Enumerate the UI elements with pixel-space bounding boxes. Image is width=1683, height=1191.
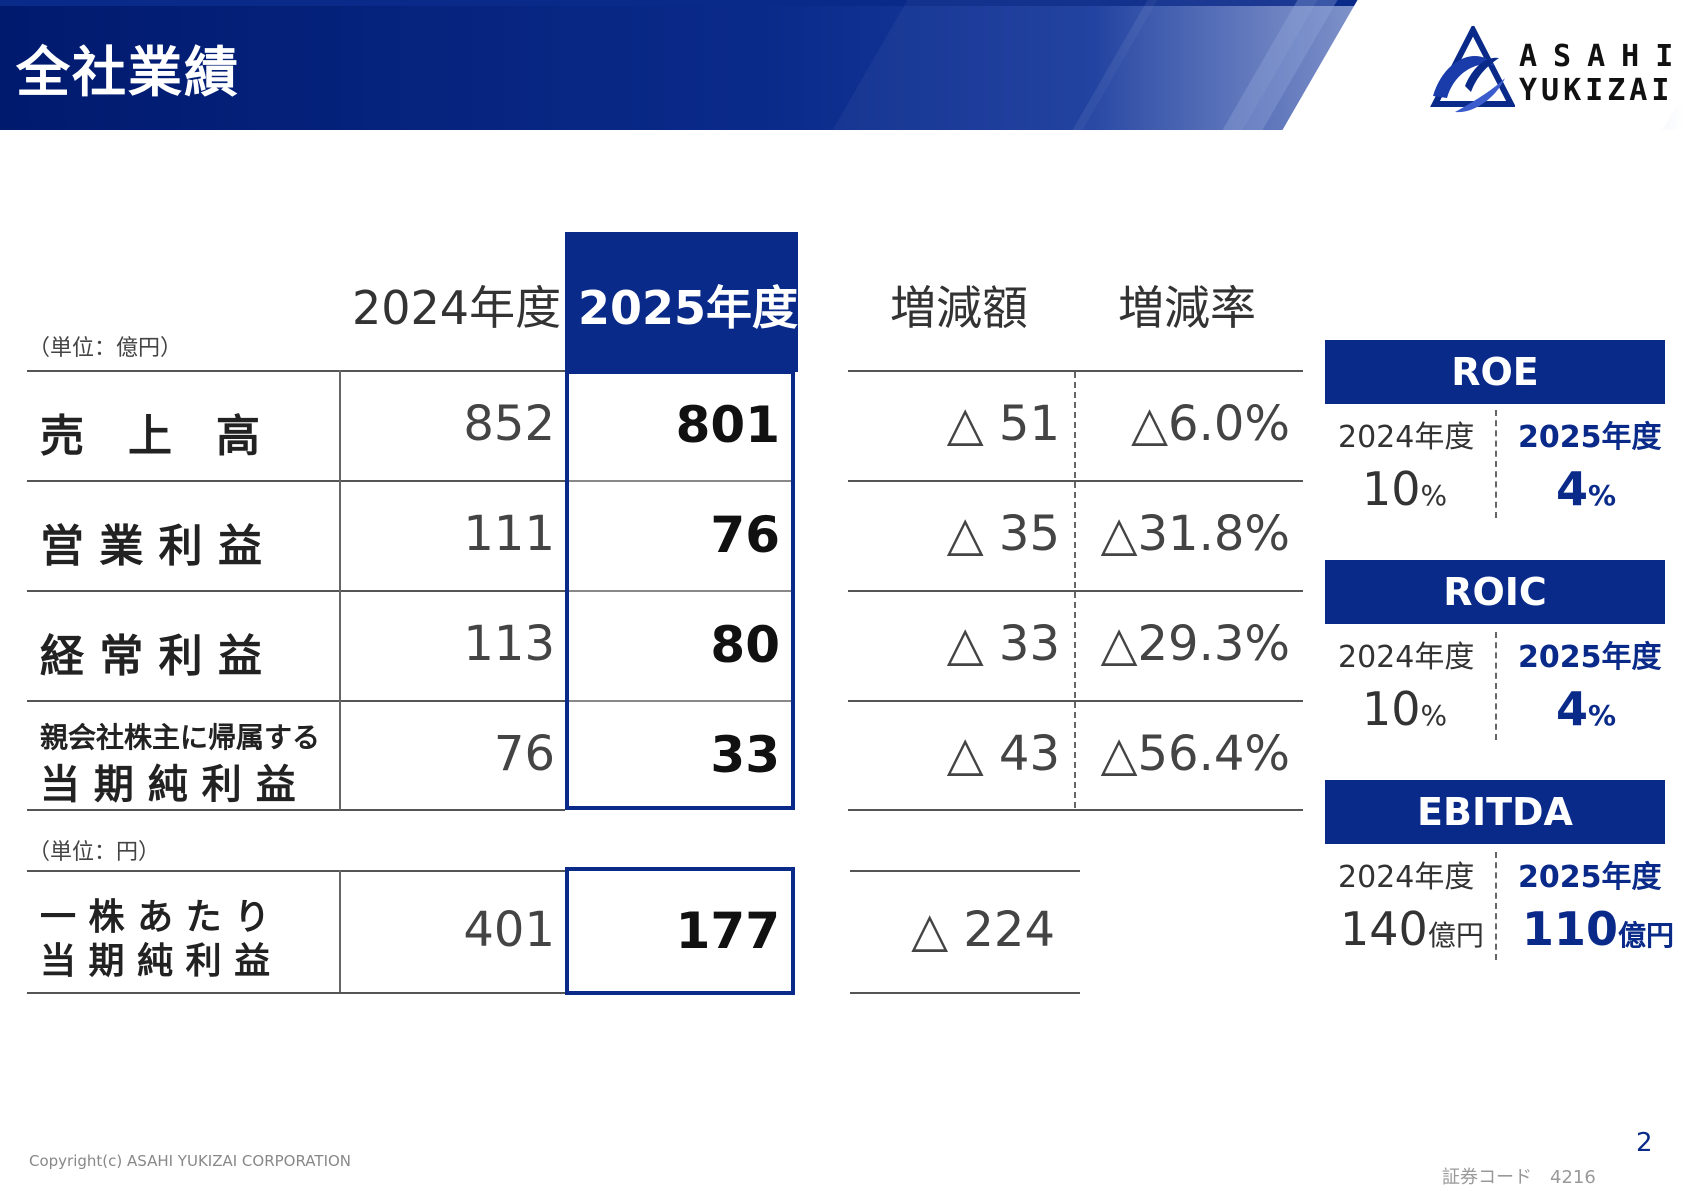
table-line (27, 870, 565, 872)
highlight-column-2025 (565, 370, 795, 810)
kpi-roic-prev-number: 10 (1362, 682, 1421, 736)
operating-income-diff: △ 35 (946, 506, 1060, 562)
kpi-roic-cur-year: 2025年度 (1518, 640, 1662, 675)
kpi-roic-divider (1495, 632, 1497, 740)
eps-diff: △ 224 (911, 902, 1055, 958)
net-income-diff: △ 43 (946, 726, 1060, 782)
net-income-rate: △56.4% (1100, 726, 1290, 782)
unit-label-top: （単位：億円） (28, 336, 183, 361)
row-label-ordinary-income: 経 常 利 益 (40, 631, 262, 682)
logo-text: ASAHI YUKIZAI (1519, 40, 1683, 108)
kpi-ebitda-cur-unit: 億円 (1618, 919, 1675, 952)
table-line (850, 992, 1080, 994)
kpi-ebitda-prev-year: 2024年度 (1338, 860, 1475, 895)
eps-label-line1: 一 株 あ た り (40, 897, 271, 938)
footer-copyright: Copyright(c) ASAHI YUKIZAI CORPORATION (29, 1152, 352, 1170)
table-divider (339, 370, 341, 810)
row-label-sales: 売 上 高 (40, 400, 330, 464)
header-top-line (0, 0, 1683, 6)
row-label-net-income-prefix: 親会社株主に帰属する (40, 721, 321, 754)
kpi-roic-prev-unit: % (1420, 699, 1448, 732)
page-title: 全社業績 (16, 41, 240, 104)
highlight-header-2025 (565, 232, 798, 372)
highlight-eps-2025 (565, 867, 795, 995)
eps-2025: 177 (675, 902, 780, 960)
logo-line1: ASAHI (1519, 39, 1683, 74)
table-line (848, 809, 1303, 811)
kpi-roe-cur-number: 4 (1556, 462, 1589, 516)
kpi-roic-prev-value: 10% (1362, 682, 1447, 736)
column-header-2024: 2024年度 (352, 281, 562, 335)
eps-label-line2: 当 期 純 利 益 (40, 941, 271, 982)
kpi-roe-cur-value: 4% (1556, 462, 1616, 516)
logo-mark-icon (1430, 23, 1516, 113)
row-label-operating-income: 営 業 利 益 (40, 521, 262, 572)
net-income-2024: 76 (493, 726, 555, 782)
kpi-roe-cur-unit: % (1588, 479, 1617, 512)
table-line (27, 480, 565, 482)
sales-2025: 801 (675, 396, 780, 454)
table-line (569, 480, 791, 482)
table-line (27, 700, 565, 702)
kpi-roe-cur-year: 2025年度 (1518, 420, 1662, 455)
table-line (27, 809, 565, 811)
footer-stock-code: 証券コード 4216 (1442, 1167, 1596, 1188)
column-header-2025: 2025年度 (578, 281, 799, 335)
net-income-2025: 33 (710, 726, 780, 784)
kpi-roe-prev-unit: % (1420, 479, 1448, 512)
sales-2024: 852 (463, 396, 555, 452)
kpi-roe-title: ROE (1325, 340, 1665, 404)
kpi-roic-cur-value: 4% (1556, 682, 1616, 736)
kpi-ebitda-prev-value: 140億円 (1340, 902, 1484, 956)
ordinary-income-diff: △ 33 (946, 616, 1060, 672)
kpi-roic-prev-year: 2024年度 (1338, 640, 1475, 675)
kpi-ebitda-prev-number: 140 (1340, 902, 1428, 956)
eps-2024: 401 (463, 902, 555, 958)
table-line (27, 370, 565, 372)
kpi-roe-prev-year: 2024年度 (1338, 420, 1475, 455)
header-bar: 全社業績 ASAHI YUKIZAI (0, 0, 1683, 130)
unit-label-bottom: （単位：円） (28, 840, 161, 865)
table-line (569, 590, 791, 592)
ordinary-income-2025: 80 (710, 616, 780, 674)
kpi-roe-prev-value: 10% (1362, 462, 1447, 516)
sales-diff: △ 51 (946, 396, 1060, 452)
page-number: 2 (1636, 1128, 1653, 1158)
table-line (27, 590, 565, 592)
table-divider (339, 870, 341, 992)
kpi-roic-title: ROIC (1325, 560, 1665, 624)
operating-income-rate: △31.8% (1100, 506, 1290, 562)
table-dashed-divider (1074, 372, 1076, 808)
company-logo: ASAHI YUKIZAI (1425, 23, 1673, 118)
kpi-ebitda-title: EBITDA (1325, 780, 1665, 844)
table-line (569, 700, 791, 702)
table-line (850, 870, 1080, 872)
ordinary-income-rate: △29.3% (1100, 616, 1290, 672)
row-label-sales-text: 売 上 高 (40, 411, 260, 462)
operating-income-2024: 111 (463, 506, 555, 562)
table-line (27, 992, 565, 994)
kpi-ebitda-divider (1495, 852, 1497, 960)
column-header-diff: 増減額 (890, 281, 1028, 335)
kpi-ebitda-cur-year: 2025年度 (1518, 860, 1662, 895)
operating-income-2025: 76 (710, 506, 780, 564)
kpi-ebitda-cur-value: 110億円 (1522, 902, 1674, 956)
kpi-ebitda-cur-number: 110 (1522, 902, 1619, 956)
logo-line2: YUKIZAI (1519, 73, 1674, 108)
kpi-roe-prev-number: 10 (1362, 462, 1421, 516)
kpi-roic-cur-unit: % (1588, 699, 1617, 732)
row-label-net-income: 当 期 純 利 益 (40, 762, 296, 808)
kpi-roic-cur-number: 4 (1556, 682, 1589, 736)
table-line (848, 370, 1303, 372)
sales-rate: △6.0% (1131, 396, 1290, 452)
column-header-rate: 増減率 (1118, 281, 1256, 335)
ordinary-income-2024: 113 (463, 616, 555, 672)
kpi-roe-divider (1495, 410, 1497, 518)
kpi-ebitda-prev-unit: 億円 (1427, 919, 1484, 952)
